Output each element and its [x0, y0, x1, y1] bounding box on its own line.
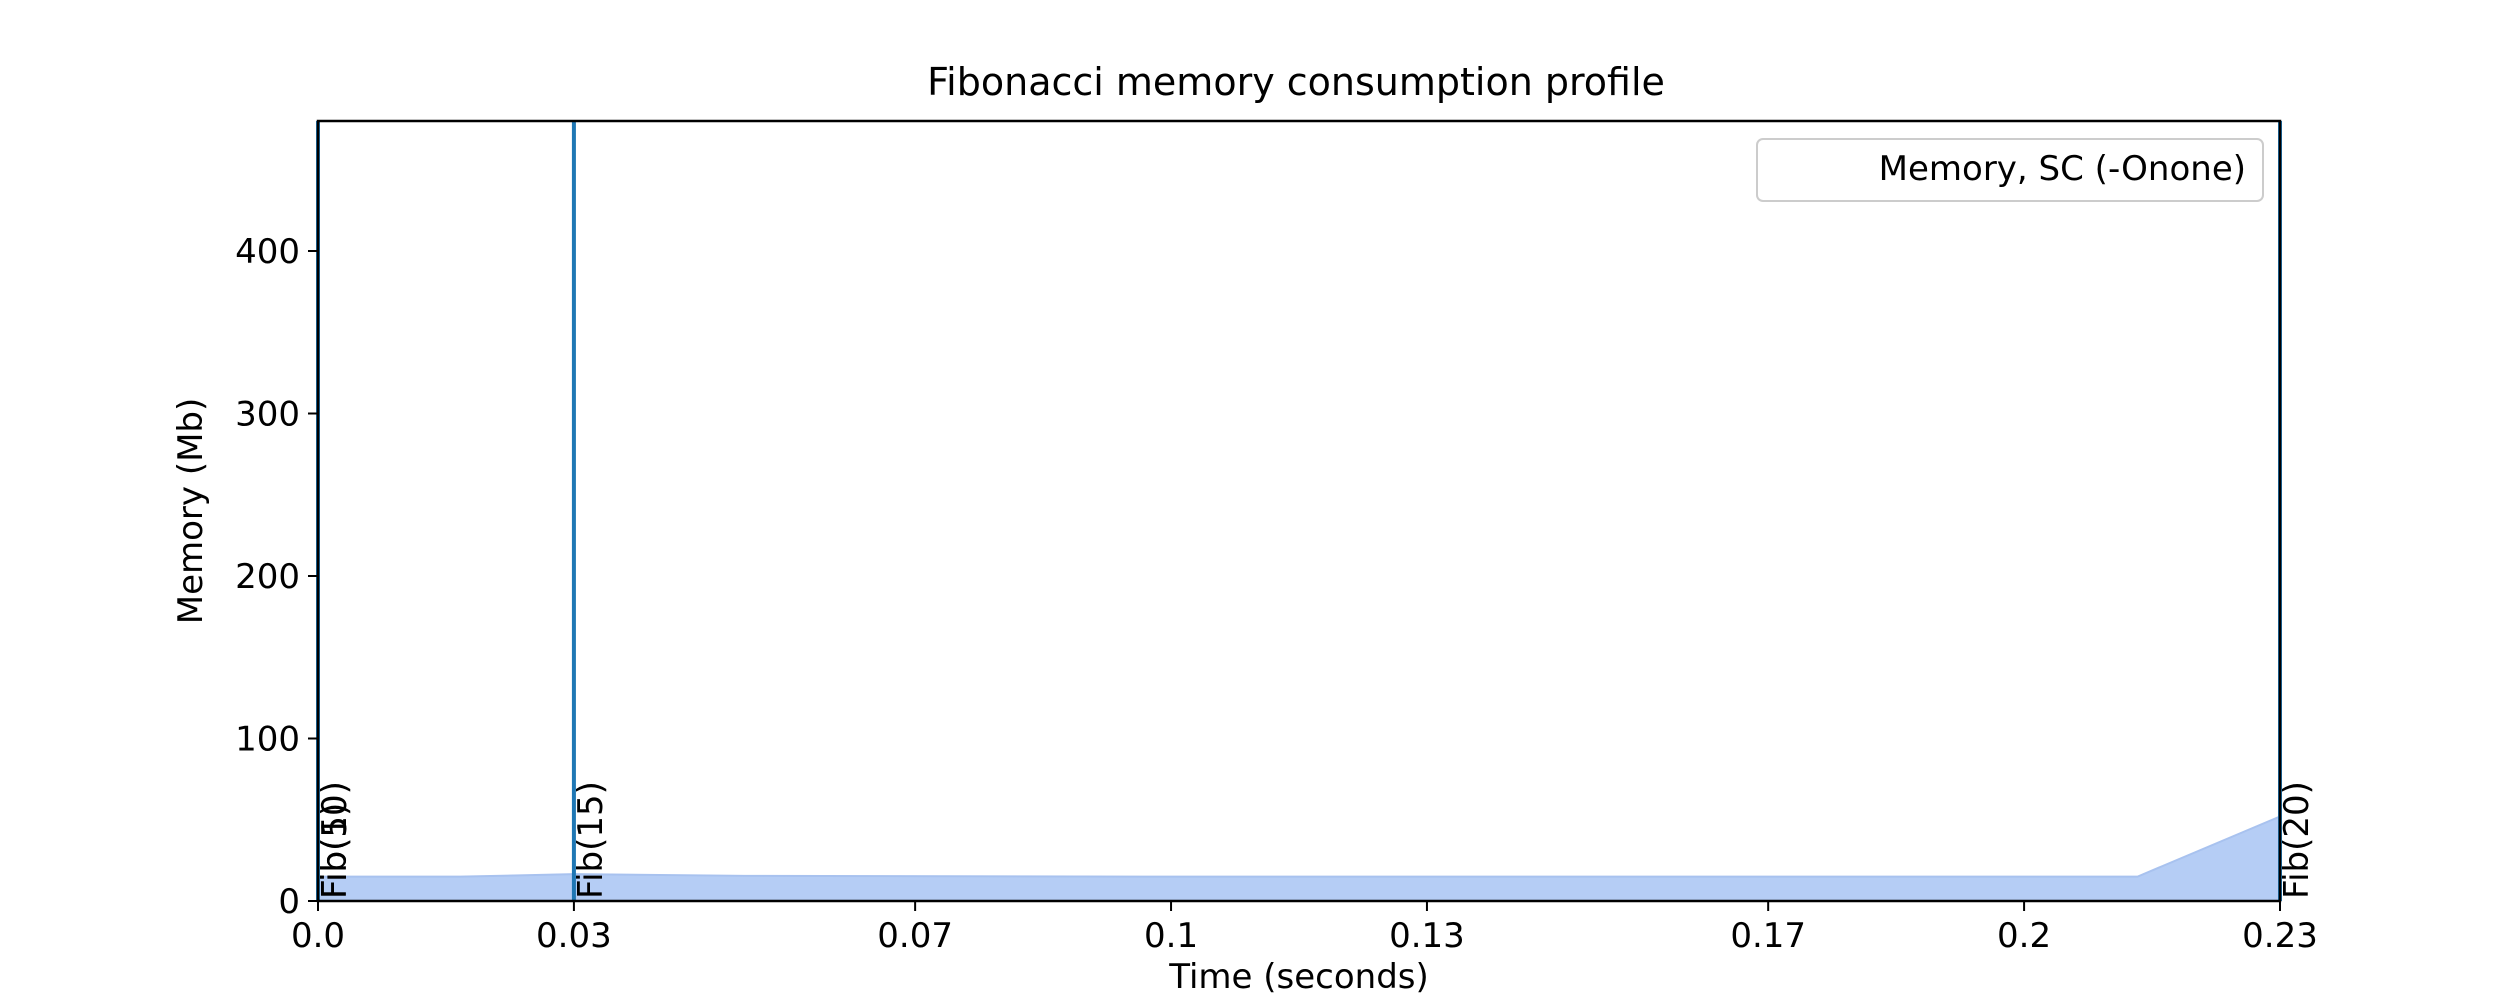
x-tick-label: 0.23 — [2242, 916, 2318, 956]
y-tick-label: 400 — [235, 232, 300, 272]
x-tick-label: 0.2 — [1997, 916, 2051, 956]
area-layer — [317, 814, 2281, 902]
legend: Memory, SC (-Onone) — [1756, 138, 2264, 202]
x-tick-label: 0.13 — [1389, 916, 1465, 956]
x-tick-label: 0.07 — [877, 916, 953, 956]
marker-label: Fib(15) — [571, 781, 611, 899]
chart-title: Fibonacci memory consumption profile — [927, 60, 1665, 104]
x-tick-label: 0.0 — [291, 916, 345, 956]
x-tick-label: 0.1 — [1144, 916, 1198, 956]
y-tick-label: 300 — [235, 395, 300, 435]
marker-label: Fib(10) — [315, 781, 355, 899]
x-tick-label: 0.17 — [1730, 916, 1806, 956]
marker-label: Fib(20) — [2277, 781, 2317, 899]
legend-box — [1756, 138, 2264, 202]
y-tick-label: 100 — [235, 720, 300, 760]
marker-label: Fib(5) — [315, 803, 355, 899]
area-series-0 — [317, 814, 2281, 902]
y-tick-label: 0 — [278, 882, 300, 922]
y-tick-label: 200 — [235, 557, 300, 597]
plot-frame — [316, 119, 2282, 903]
x-axis: 0.0 0.03 0.07 0.1 0.13 0.17 0.2 0.23 — [291, 901, 2318, 956]
marker-layer: Fib(5)Fib(10) Fib(15) Fib(20) — [315, 121, 2317, 901]
x-axis-label: Time (seconds) — [1168, 957, 1429, 997]
x-tick-label: 0.03 — [536, 916, 612, 956]
y-axis-label: Memory (Mb) — [171, 398, 211, 625]
legend-entry-label: Memory, SC (-Onone) — [1879, 149, 2246, 189]
y-axis: 0 100 200 300 400 — [235, 232, 318, 922]
